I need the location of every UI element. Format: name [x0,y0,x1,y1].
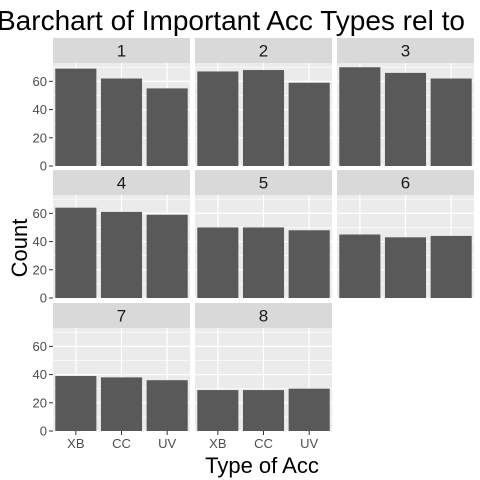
bar-xb [55,375,97,431]
facet-panel-8: 8 XB CC UV [195,303,332,451]
facet-panel-1: 1 0 20 40 60 [33,38,190,174]
facet-strip-label: 3 [401,42,410,61]
facet-strip [195,303,332,328]
bar-uv [146,380,188,431]
bar-cc [384,72,427,166]
bar-xb [339,67,381,166]
facet-strip-label: 2 [259,42,268,61]
y-tick-label: 0 [40,291,47,306]
y-tick-label: 60 [33,74,47,89]
bar-uv [288,230,330,298]
bar-xb [197,390,239,431]
y-tick-label: 0 [40,159,47,174]
bar-cc [100,211,143,298]
y-tick-label: 20 [33,262,47,277]
x-axis-title: Type of Acc [205,453,319,478]
bar-uv [430,78,472,166]
y-tick-label: 60 [33,206,47,221]
facet-strip-label: 6 [401,174,410,193]
x-tick-label: CC [112,436,131,451]
facet-strip-label: 4 [117,174,126,193]
x-tick-label: CC [254,436,273,451]
facet-panel-3: 3 [337,38,474,167]
bar-uv [288,82,330,166]
bar-cc [242,390,285,431]
facet-strip-label: 8 [259,307,268,326]
y-tick-label: 20 [33,395,47,410]
facet-panel-7: 7 0 20 40 60 XB CC UV [33,303,190,451]
y-tick-label: 20 [33,130,47,145]
facet-strip [337,38,474,63]
y-tick-label: 60 [33,339,47,354]
bar-cc [100,78,143,166]
facet-panel-6: 6 [337,170,474,299]
y-tick-label: 40 [33,102,47,117]
facet-panel-2: 2 [195,38,332,167]
facet-strip [53,303,190,328]
y-tick-label: 40 [33,367,47,382]
chart-title: Barchart of Important Acc Types rel to [0,5,465,36]
bar-uv [146,214,188,298]
x-tick-label: UV [300,436,318,451]
y-tick-label: 40 [33,234,47,249]
facet-strip [337,170,474,195]
bar-cc [242,70,285,166]
facet-strip-label: 7 [117,307,126,326]
bar-xb [197,71,239,166]
x-tick-label: UV [158,436,176,451]
bar-xb [55,68,97,166]
x-tick-label: XB [209,436,226,451]
bar-uv [288,388,330,431]
x-tick-label: XB [67,436,84,451]
facet-strip [53,38,190,63]
y-tick-label: 0 [40,424,47,439]
bar-uv [146,88,188,166]
bar-cc [100,377,143,431]
bar-xb [339,234,381,298]
bar-cc [242,227,285,298]
bar-cc [384,237,427,298]
facet-panel-5: 5 [195,170,332,299]
facet-strip-label: 5 [259,174,268,193]
facet-strip-label: 1 [117,42,126,61]
facet-strip [195,170,332,195]
facet-strip [195,38,332,63]
bar-xb [197,227,239,298]
y-axis-title: Count [7,219,32,278]
bar-uv [430,235,472,298]
bar-xb [55,207,97,298]
facet-strip [53,170,190,195]
